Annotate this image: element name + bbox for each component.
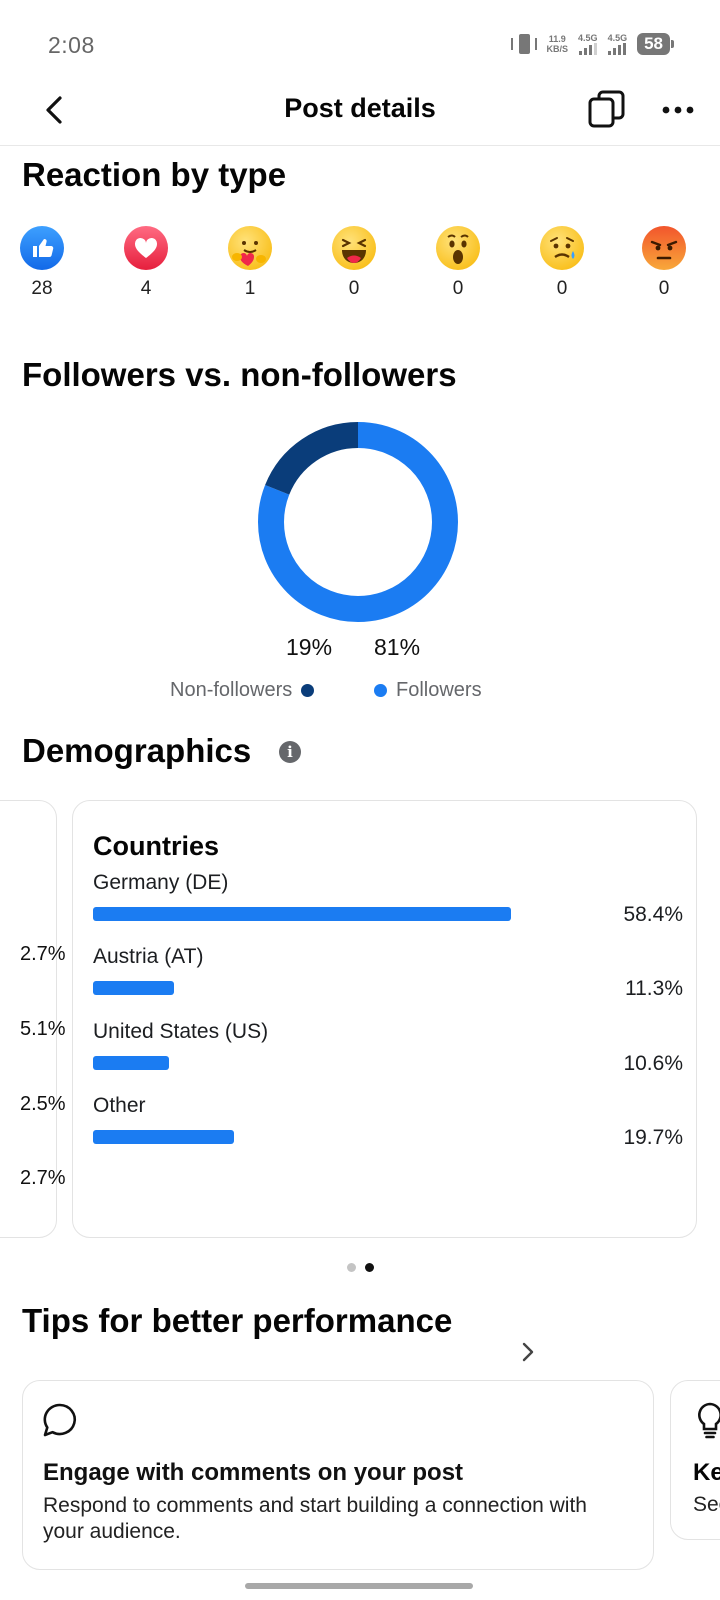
- prev-card-value: 5.1%: [20, 1018, 66, 1040]
- status-bar: 2:08 11.9 KB/S 4.5G 4.5G 58: [0, 0, 720, 80]
- tip-description: Respond to comments and start building a…: [43, 1494, 587, 1543]
- country-row: Germany (DE) 58.4%: [93, 871, 683, 941]
- pager-dot-active[interactable]: [364, 1263, 374, 1272]
- legend-label: Followers: [396, 679, 482, 701]
- country-bar-fill: [93, 981, 174, 995]
- reaction-care: 1: [218, 226, 282, 300]
- reaction-like: 28: [10, 226, 74, 300]
- prev-card-value: 2.7%: [20, 1167, 66, 1189]
- legend-followers: Followers: [374, 679, 482, 702]
- donut-slice-non-followers: [258, 422, 458, 622]
- country-bar-fill: [93, 1056, 170, 1070]
- top-app-bar: Post details: [0, 80, 720, 146]
- reaction-angry: 0: [632, 226, 696, 300]
- tip-title: Ke: [693, 1459, 720, 1486]
- donut-svg: [258, 422, 458, 622]
- angry-icon: [642, 226, 686, 270]
- legend-non-followers: Non-followers: [170, 679, 315, 702]
- status-time: 2:08: [48, 32, 95, 58]
- reaction-count: 1: [244, 278, 256, 299]
- country-name: Austria (AT): [93, 945, 204, 968]
- country-row: Austria (AT) 11.3%: [93, 945, 683, 1015]
- signal-sim1: 4.5G: [578, 33, 598, 55]
- prev-card-value: 2.7%: [20, 943, 66, 965]
- more-options-icon[interactable]: [658, 92, 698, 128]
- country-name: Germany (DE): [93, 871, 229, 894]
- sad-icon: [540, 226, 584, 270]
- country-name: United States (US): [93, 1020, 269, 1043]
- non-followers-pct: 19%: [286, 634, 333, 660]
- tips-heading[interactable]: Tips for better performance: [22, 1302, 453, 1339]
- followers-donut-chart: [254, 418, 462, 626]
- haha-icon: [332, 226, 376, 270]
- info-icon[interactable]: i: [279, 741, 301, 763]
- signal-bars-icon: [578, 43, 597, 55]
- country-bar: [93, 1130, 523, 1144]
- tip-card-comments[interactable]: Engage with comments on your post Respon…: [22, 1380, 654, 1570]
- reaction-wow: 0: [426, 226, 490, 300]
- country-pct: 19.7%: [623, 1126, 683, 1149]
- country-bar: [93, 907, 523, 921]
- demographics-heading: Demographics: [22, 732, 252, 769]
- battery-indicator: 58: [637, 33, 674, 55]
- followers-heading: Followers vs. non-followers: [22, 356, 457, 393]
- reaction-count: 28: [31, 278, 53, 299]
- reaction-count: 4: [140, 278, 152, 299]
- reaction-count: 0: [556, 278, 568, 299]
- country-pct: 10.6%: [623, 1052, 683, 1075]
- comment-icon: [43, 1403, 77, 1437]
- country-bar: [93, 981, 523, 995]
- country-pct: 11.3%: [625, 977, 683, 1000]
- sim2-label: 4.5G: [607, 33, 628, 43]
- lightbulb-icon: [698, 1402, 720, 1439]
- pager-dot[interactable]: [346, 1263, 356, 1272]
- demographics-card-previous[interactable]: 2.7% 5.1% 2.5% 2.7%: [0, 800, 66, 1238]
- tip-title: Engage with comments on your post: [43, 1459, 464, 1486]
- vibrate-icon: [510, 33, 537, 55]
- countries-card[interactable]: Countries Germany (DE) 58.4% Austria (AT…: [72, 800, 697, 1238]
- signal-bars-icon: [608, 43, 627, 55]
- reactions-heading: Reaction by type: [22, 156, 287, 193]
- back-icon[interactable]: [36, 90, 76, 130]
- copy-icon[interactable]: [586, 88, 628, 130]
- like-icon: [20, 226, 64, 270]
- country-name: Other: [93, 1094, 146, 1117]
- country-row: United States (US) 10.6%: [93, 1020, 683, 1090]
- reaction-count: 0: [452, 278, 464, 299]
- chevron-right-icon[interactable]: [518, 1339, 538, 1365]
- countries-title: Countries: [93, 831, 220, 861]
- tip-description: See: [693, 1493, 720, 1516]
- legend-label: Non-followers: [170, 679, 293, 701]
- country-pct: 58.4%: [623, 903, 683, 926]
- legend-dot-non-followers: [301, 684, 315, 697]
- status-icons: 11.9 KB/S 4.5G 4.5G 58: [510, 33, 674, 55]
- reaction-love: 4: [114, 226, 178, 300]
- care-icon: [228, 226, 272, 270]
- signal-sim2: 4.5G: [607, 33, 628, 55]
- reaction-sad: 0: [530, 226, 594, 300]
- sim1-label: 4.5G: [578, 33, 598, 43]
- home-indicator[interactable]: [245, 1583, 473, 1589]
- network-speed: 11.9 KB/S: [547, 34, 569, 54]
- reactions-row: 28 4 1 0 0: [0, 226, 720, 306]
- network-speed-unit: KB/S: [546, 44, 569, 54]
- tip-card-next[interactable]: Ke See: [670, 1380, 720, 1540]
- followers-pct: 81%: [374, 634, 421, 660]
- page-title: Post details: [284, 93, 436, 123]
- carousel-pager: [0, 1263, 720, 1272]
- reaction-haha: 0: [322, 226, 386, 300]
- legend-dot-followers: [374, 684, 387, 697]
- prev-card-value: 2.5%: [20, 1093, 66, 1115]
- country-bar-fill: [93, 1130, 235, 1144]
- love-icon: [124, 226, 168, 270]
- reaction-count: 0: [348, 278, 360, 299]
- country-bar: [93, 1056, 523, 1070]
- network-speed-value: 11.9: [548, 34, 566, 44]
- country-bar-fill: [93, 907, 512, 921]
- country-row: Other 19.7%: [93, 1094, 683, 1164]
- wow-icon: [436, 226, 480, 270]
- reaction-count: 0: [658, 278, 670, 299]
